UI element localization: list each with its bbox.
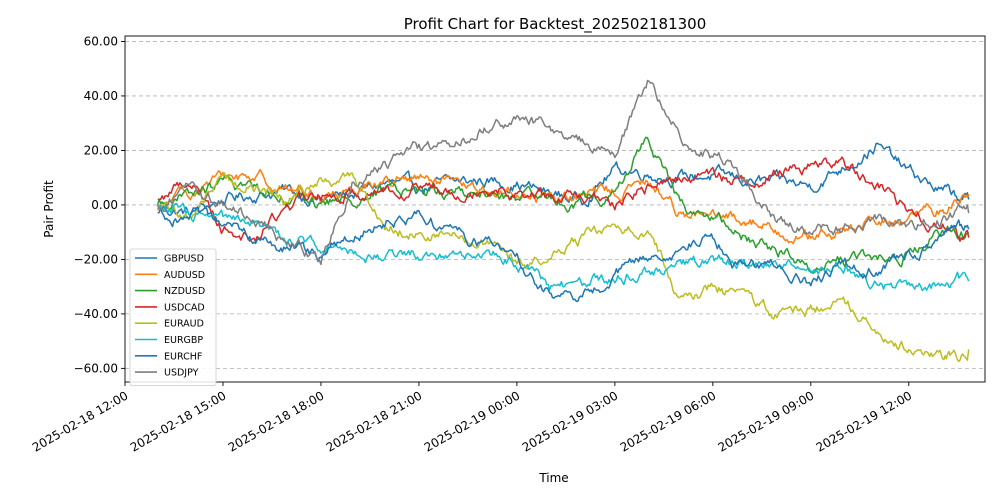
legend-label: EURAUD <box>164 319 204 330</box>
legend-label: EURGBP <box>164 335 203 346</box>
legend: GBPUSD AUDUSD NZDUSD USDCAD EURAUD EURGBP EURC… <box>129 248 217 386</box>
y-tick-label: 20.00 <box>84 143 118 157</box>
plot-frame <box>124 35 986 383</box>
legend-label: USDJPY <box>164 368 199 379</box>
series-line-usdjpy <box>156 79 970 266</box>
x-tick-label: 2025-02-18 21:00 <box>324 388 425 454</box>
y-axis: −60.00 −40.00 −20.00 0.00 20.00 40.00 60.00 <box>74 34 125 375</box>
legend-label: AUDUSD <box>164 270 205 281</box>
x-tick-label: 2025-02-19 09:00 <box>716 388 817 454</box>
grid-lines <box>125 41 985 369</box>
x-tick-label: 2025-02-19 12:00 <box>814 388 915 454</box>
y-axis-title: Pair Profit <box>42 180 56 238</box>
legend-box <box>129 248 217 386</box>
series-line-usdcad <box>157 156 970 243</box>
y-tick-label: 60.00 <box>84 34 118 48</box>
legend-label: NZDUSD <box>164 286 205 297</box>
x-tick-label: 2025-02-19 00:00 <box>422 388 523 454</box>
legend-label: USDCAD <box>164 302 205 313</box>
series-line-audusd <box>157 168 970 245</box>
chart-title: Profit Chart for Backtest_202502181300 <box>404 15 707 34</box>
x-tick-label: 2025-02-18 15:00 <box>128 388 229 454</box>
y-tick-label: −60.00 <box>74 361 118 375</box>
legend-label: EURCHF <box>164 351 202 362</box>
legend-label: GBPUSD <box>164 254 204 265</box>
x-tick-label: 2025-02-19 06:00 <box>618 388 719 454</box>
plot-area <box>156 79 970 363</box>
x-tick-label: 2025-02-19 03:00 <box>520 388 621 454</box>
y-tick-label: −40.00 <box>74 307 118 321</box>
series-line-gbpusd <box>157 142 970 217</box>
y-tick-label: 0.00 <box>91 198 118 212</box>
x-tick-label: 2025-02-18 18:00 <box>226 388 327 454</box>
x-tick-label: 2025-02-18 12:00 <box>30 388 131 454</box>
y-tick-label: 40.00 <box>84 89 118 103</box>
y-tick-label: −20.00 <box>74 252 118 266</box>
series-line-euraud <box>157 171 970 363</box>
x-axis-title: Time <box>538 471 568 485</box>
